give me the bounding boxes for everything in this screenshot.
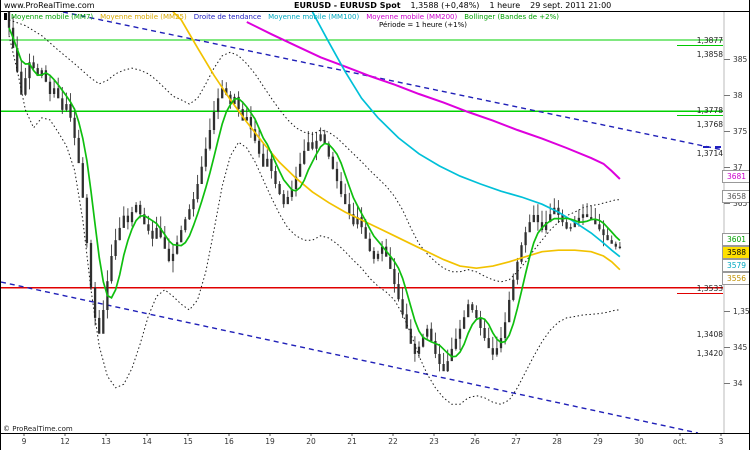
date-tick-14: 14: [142, 437, 152, 446]
ma-yellow: [172, 11, 621, 271]
chart-header: www.ProRealTime.com EURUSD - EURUSD Spot…: [1, 0, 749, 12]
instrument-title: EURUSD - EURUSD Spot: [294, 1, 401, 10]
date-tick-15: 15: [183, 437, 193, 446]
date-tick-20: 20: [306, 437, 316, 446]
last-price: 1,3588 (+0,48%): [410, 1, 480, 10]
chart-title-group: EURUSD - EURUSD Spot 1,3588 (+0,48%) 1 heu…: [294, 1, 611, 10]
date-tick-23: 23: [429, 437, 439, 446]
date-tick-9: 9: [21, 437, 27, 446]
ma-green: [8, 27, 621, 358]
indicator-legend[interactable]: Moyenne mobile (MM7) Moyenne mobile (MM25…: [4, 13, 566, 21]
date-tick-21: 21: [347, 437, 357, 446]
bollinger-lower: [8, 35, 620, 405]
legend-item[interactable]: Bollinger (Bandes de +2%): [464, 13, 560, 21]
time-axis-rule: [1, 433, 749, 434]
legend-item[interactable]: Moyenne mobile (MM200): [366, 13, 458, 21]
copyright-watermark: © ProRealTime.com: [3, 425, 73, 433]
date-tick-29: 29: [593, 437, 603, 446]
candlestick-icon: [4, 13, 7, 20]
date-tick-27: 27: [511, 437, 521, 446]
date-tick-oct.: oct.: [672, 437, 688, 446]
date-tick-22: 22: [388, 437, 398, 446]
trendline-1[interactable]: [62, 11, 724, 151]
date-tick-28: 28: [552, 437, 562, 446]
legend-item[interactable]: Droite de tendance: [193, 13, 262, 21]
ma-magenta: [246, 21, 621, 180]
timeframe-label[interactable]: 1 heure: [489, 1, 521, 10]
date-tick-3: 3: [718, 437, 724, 446]
legend-item[interactable]: Moyenne mobile (MM100): [268, 13, 360, 21]
trendline-2[interactable]: [1, 281, 699, 434]
bollinger-upper: [8, 19, 620, 283]
date-tick-19: 19: [265, 437, 275, 446]
indicator-legend-line2[interactable]: Période = 1 heure (+1%): [379, 21, 467, 29]
date-tick-13: 13: [101, 437, 111, 446]
date-tick-12: 12: [60, 437, 70, 446]
candlestick-series: [7, 12, 622, 373]
timestamp-label: 29 sept. 2011 21:00: [530, 1, 612, 10]
date-tick-30: 30: [634, 437, 644, 446]
ma-cyan: [311, 11, 621, 258]
prorealtime-watermark: www.ProRealTime.com: [4, 1, 95, 10]
legend-item[interactable]: Moyenne mobile (MM7): [11, 13, 94, 21]
date-tick-26: 26: [470, 437, 480, 446]
date-tick-16: 16: [224, 437, 234, 446]
legend-item[interactable]: Moyenne mobile (MM25): [100, 13, 187, 21]
